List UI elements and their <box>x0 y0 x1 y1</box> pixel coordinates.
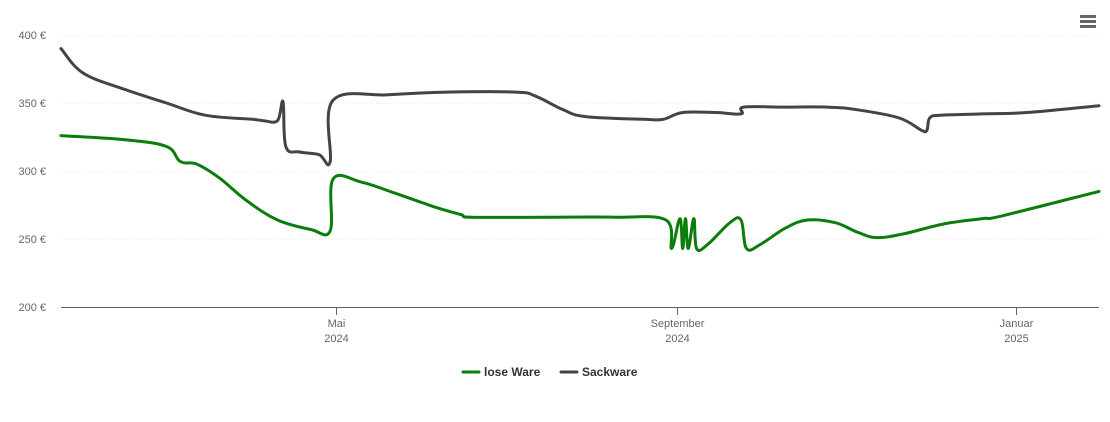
y-tick-label: 250 € <box>18 234 46 246</box>
y-tick-label: 350 € <box>18 98 46 110</box>
y-axis-labels: 200 € 250 € 300 € 350 € 400 € <box>18 30 46 314</box>
series-line-lose-ware[interactable] <box>59 134 1101 253</box>
legend-item-lose-ware[interactable]: lose Ware <box>461 365 541 379</box>
legend-item-sackware[interactable]: Sackware <box>559 365 638 379</box>
y-tick-label: 300 € <box>18 166 46 178</box>
y-tick-label: 200 € <box>18 302 46 314</box>
x-axis-ticks: Mai 2024 September 2024 Januar 2025 <box>324 307 1034 345</box>
series-line-sackware[interactable] <box>59 47 1101 167</box>
x-tick-year: 2024 <box>324 333 348 345</box>
x-tick-month: September <box>651 318 705 330</box>
hamburger-menu-icon[interactable] <box>1075 10 1101 34</box>
legend-label: lose Ware <box>484 365 541 379</box>
x-tick-month: Januar <box>1000 318 1034 330</box>
x-tick-year: 2025 <box>1004 333 1028 345</box>
x-tick-year: 2024 <box>665 333 689 345</box>
series-lines <box>59 47 1101 253</box>
x-tick-month: Mai <box>328 318 346 330</box>
y-tick-label: 400 € <box>18 30 46 42</box>
legend-label: Sackware <box>582 365 638 379</box>
grid-lines <box>61 34 1099 240</box>
legend: lose Ware Sackware <box>461 365 638 379</box>
